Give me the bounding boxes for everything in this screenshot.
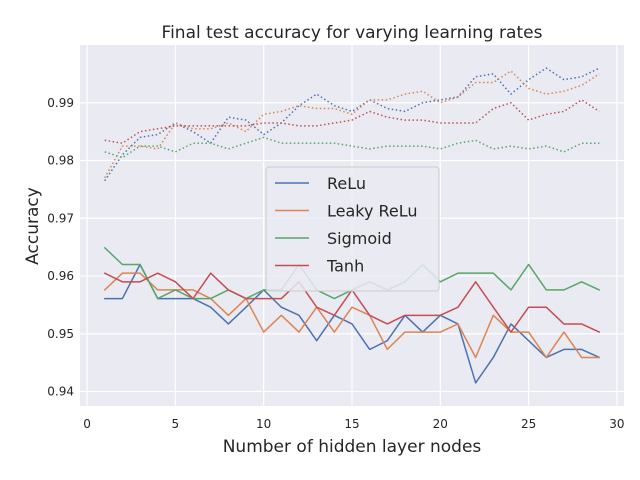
x-tick-label: 10 — [256, 417, 271, 431]
legend-label: Tanh — [326, 257, 364, 276]
x-axis-label: Number of hidden layer nodes — [223, 437, 482, 457]
legend: ReLu Leaky ReLu Sigmoid Tanh — [265, 166, 440, 292]
y-axis-label: Accuracy — [23, 187, 43, 265]
x-tick-label: 25 — [521, 417, 536, 431]
x-tick-label: 0 — [83, 417, 91, 431]
y-tick-label: 0.94 — [47, 385, 74, 399]
dotted-series-line — [104, 136, 600, 159]
y-tick-label: 0.98 — [47, 154, 74, 168]
chart-title: Final test accuracy for varying learning… — [162, 23, 543, 43]
legend-label: Sigmoid — [327, 229, 392, 248]
y-tick-label: 0.97 — [47, 211, 74, 225]
dotted-series-line — [104, 67, 600, 182]
series-line — [103, 272, 601, 359]
legend-label: Leaky ReLu — [327, 202, 418, 221]
legend-box — [265, 166, 440, 292]
dotted-series-line — [104, 70, 600, 179]
x-tick-labels: 0 5 10 15 20 25 30 — [83, 417, 624, 431]
x-tick-label: 5 — [172, 417, 180, 431]
x-tick-label: 30 — [609, 417, 624, 431]
series-line — [103, 263, 601, 384]
legend-label: ReLu — [327, 174, 366, 193]
x-tick-label: 20 — [433, 417, 448, 431]
y-tick-label: 0.99 — [47, 96, 74, 110]
y-tick-labels: 0.94 0.95 0.96 0.97 0.98 0.99 — [47, 96, 74, 399]
x-tick-label: 15 — [344, 417, 359, 431]
y-tick-label: 0.96 — [47, 269, 74, 283]
dotted-series-line — [104, 99, 600, 144]
y-tick-label: 0.95 — [47, 327, 74, 341]
